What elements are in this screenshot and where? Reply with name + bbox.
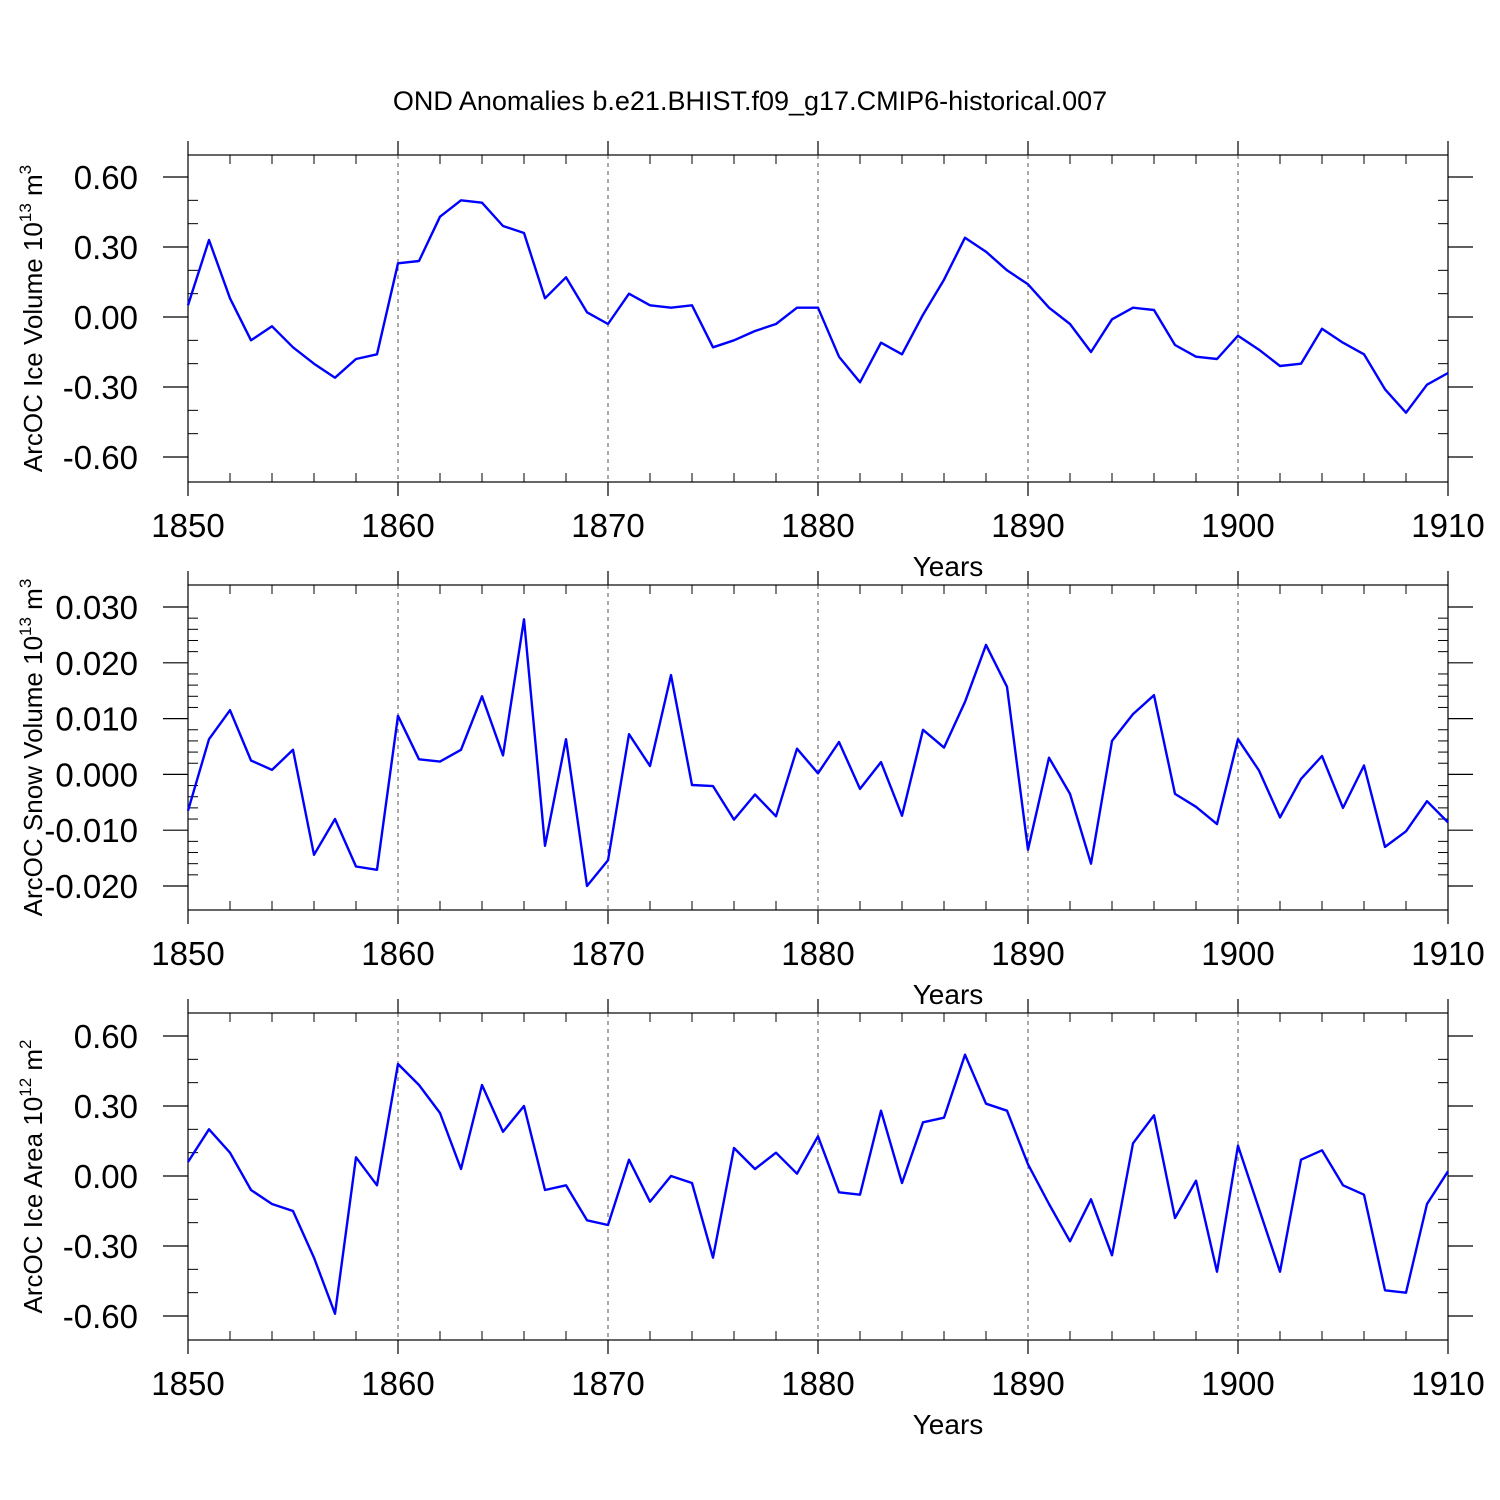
y-tick-label: 0.30 [74, 1088, 138, 1125]
y-tick-label: 0.00 [74, 1158, 138, 1195]
y-axis-label-unit: m [18, 588, 48, 617]
x-tick-label: 1850 [151, 935, 224, 972]
y-tick-label: -0.020 [44, 868, 138, 905]
x-axis-label: Years [913, 979, 984, 1010]
y-tick-label: 0.00 [74, 299, 138, 336]
x-tick-label: 1860 [361, 507, 434, 544]
y-tick-label: 0.020 [55, 645, 138, 682]
x-tick-label: 1900 [1201, 507, 1274, 544]
x-tick-label: 1860 [361, 1365, 434, 1402]
x-tick-label: 1850 [151, 507, 224, 544]
y-tick-label: -0.60 [63, 439, 138, 476]
x-tick-label: 1910 [1411, 507, 1484, 544]
figure-title: OND Anomalies b.e21.BHIST.f09_g17.CMIP6-… [393, 86, 1107, 116]
y-tick-label: -0.30 [63, 1228, 138, 1265]
y-tick-label: 0.010 [55, 701, 138, 738]
y-axis-label-exponent: 13 [16, 203, 35, 222]
y-tick-label: -0.30 [63, 369, 138, 406]
x-tick-label: 1900 [1201, 935, 1274, 972]
chart-panels: 1850 1860 1870 1880 1890 1900 1910 -0.60 -0.30 0.… [16, 141, 1485, 1440]
y-axis-label: ArcOC Snow Volume 1013 m3 [16, 579, 48, 917]
y-tick-label: 0.030 [55, 589, 138, 626]
x-axis-label: Years [913, 1409, 984, 1440]
y-axis-label-exponent: 12 [16, 1078, 35, 1097]
y-axis-label-unit: m [18, 1049, 48, 1078]
x-tick-label: 1870 [571, 507, 644, 544]
chart-panel-2: 1850 1860 1870 1880 1890 1900 1910 -0.020 -0.010… [16, 571, 1485, 1010]
y-tick-label: 0.60 [74, 159, 138, 196]
x-tick-label: 1890 [991, 935, 1064, 972]
y-axis-label: ArcOC Ice Volume 1013 m3 [16, 165, 48, 472]
y-axis-label-text: ArcOC Snow Volume 10 [18, 636, 48, 916]
y-tick-label: -0.60 [63, 1298, 138, 1335]
y-tick-label: 0.000 [55, 756, 138, 793]
y-axis-label-unit-exponent: 2 [16, 1039, 35, 1048]
x-tick-label: 1890 [991, 1365, 1064, 1402]
y-axis-label-text: ArcOC Ice Area 10 [18, 1097, 48, 1314]
y-axis-label-unit-exponent: 3 [16, 165, 35, 174]
x-tick-label: 1850 [151, 1365, 224, 1402]
y-tick-label: 0.60 [74, 1018, 138, 1055]
y-axis-label-unit-exponent: 3 [16, 579, 35, 588]
y-tick-label: -0.010 [44, 812, 138, 849]
y-axis-label-unit: m [18, 174, 48, 203]
x-tick-label: 1870 [571, 1365, 644, 1402]
x-tick-label: 1890 [991, 507, 1064, 544]
x-axis-label: Years [913, 551, 984, 582]
x-tick-label: 1880 [781, 1365, 854, 1402]
x-tick-label: 1860 [361, 935, 434, 972]
chart-panel-3: 1850 1860 1870 1880 1890 1900 1910 -0.60 -0.30 0.… [16, 999, 1485, 1440]
x-tick-label: 1880 [781, 935, 854, 972]
x-tick-label: 1870 [571, 935, 644, 972]
y-tick-label: 0.30 [74, 229, 138, 266]
x-tick-label: 1880 [781, 507, 854, 544]
x-tick-label: 1910 [1411, 1365, 1484, 1402]
x-tick-label: 1900 [1201, 1365, 1274, 1402]
y-axis-label-text: ArcOC Ice Volume 10 [18, 222, 48, 472]
y-axis-label: ArcOC Ice Area 1012 m2 [16, 1039, 48, 1313]
x-tick-label: 1910 [1411, 935, 1484, 972]
chart-panel-1: 1850 1860 1870 1880 1890 1900 1910 -0.60 -0.30 0.… [16, 141, 1485, 582]
y-axis-label-exponent: 13 [16, 617, 35, 636]
